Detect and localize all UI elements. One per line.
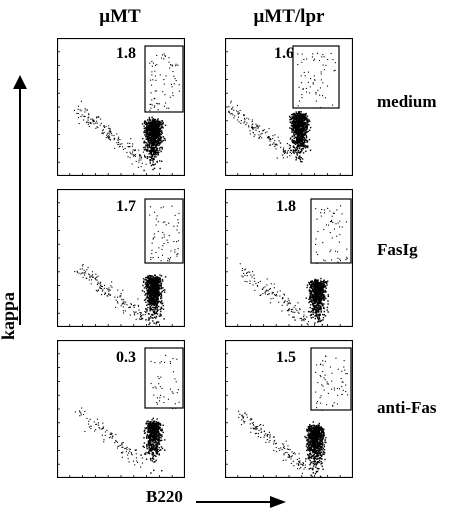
gate-box: [292, 45, 340, 109]
gate-value: 1.6: [274, 45, 294, 62]
gate-box: [310, 198, 352, 264]
panel-mumt-anti-fas: [57, 340, 185, 478]
panel-mumt-fasig: [57, 189, 185, 327]
panel-mumt-medium: [57, 38, 185, 176]
x-axis-arrow: [196, 496, 286, 508]
row-label-medium: medium: [377, 92, 437, 111]
gate-box: [144, 45, 184, 113]
x-axis-label: B220: [146, 487, 183, 506]
y-axis-arrow: [13, 75, 27, 325]
gate-value: 1.8: [116, 45, 136, 62]
gate-value: 1.7: [116, 198, 136, 215]
panel-mumt-lpr-anti-fas: [225, 340, 353, 478]
gate-box: [144, 347, 184, 409]
panel-mumt-lpr-medium: [225, 38, 353, 176]
row-label-fasig: FasIg: [377, 240, 418, 259]
column-title-mumt: μMT: [99, 6, 141, 27]
gate-value: 1.5: [276, 349, 296, 366]
gate-value: 0.3: [116, 349, 136, 366]
column-title-mumt-lpr: μMT/lpr: [253, 6, 325, 27]
gate-box: [144, 198, 184, 264]
gate-value: 1.8: [276, 198, 296, 215]
gate-box: [310, 347, 352, 411]
row-label-anti-fas: anti-Fas: [377, 398, 437, 417]
panel-mumt-lpr-fasig: [225, 189, 353, 327]
